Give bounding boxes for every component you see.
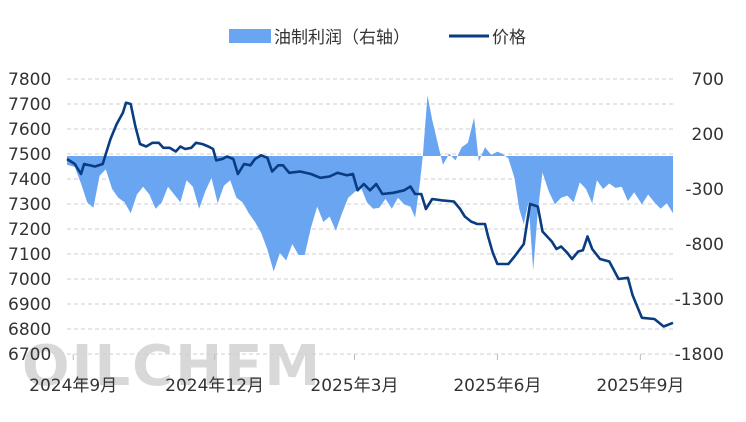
right-y-axis: 700 200 -300 -800 -1300 -1800 xyxy=(675,70,724,365)
left-y-tick-label: 6800 xyxy=(8,320,51,340)
x-tick-label: 2024年12月 xyxy=(165,376,264,396)
legend-label-profit: 油制利润（右轴） xyxy=(274,28,410,48)
right-y-tick-label: 700 xyxy=(692,70,724,90)
left-y-tick-label: 7700 xyxy=(8,95,51,115)
left-y-tick-label: 7400 xyxy=(8,170,51,190)
profit-area-layer xyxy=(67,95,673,272)
right-y-tick-label: -300 xyxy=(685,180,724,200)
left-y-tick-label: 6900 xyxy=(8,295,51,315)
profit-area-series xyxy=(67,95,673,272)
right-y-tick-label: -1300 xyxy=(675,290,724,310)
right-y-tick-label: -800 xyxy=(685,235,724,255)
legend-label-price: 价格 xyxy=(492,28,526,48)
left-y-tick-label: 7000 xyxy=(8,270,51,290)
price-line-layer xyxy=(66,101,674,328)
watermark: OILCHEM xyxy=(22,334,322,399)
x-tick-label: 2024年9月 xyxy=(29,376,117,396)
legend: 油制利润（右轴） 价格 xyxy=(229,28,526,48)
right-y-tick-label: 200 xyxy=(692,125,724,145)
right-y-tick-label: -1800 xyxy=(675,345,724,365)
x-tick-label: 2025年6月 xyxy=(453,376,541,396)
price-line-series xyxy=(66,101,674,328)
x-tick-label: 2025年3月 xyxy=(310,376,398,396)
left-y-tick-label: 6700 xyxy=(8,345,51,365)
left-y-axis: 7800 7700 7600 7500 7400 7300 7200 7100 7000 6900… xyxy=(8,70,51,365)
left-y-tick-label: 7100 xyxy=(8,245,51,265)
left-y-tick-label: 7300 xyxy=(8,195,51,215)
x-tick-label: 2025年9月 xyxy=(596,376,684,396)
left-y-tick-label: 7800 xyxy=(8,70,51,90)
left-y-tick-label: 7600 xyxy=(8,120,51,140)
x-axis: 2024年9月 2024年12月 2025年3月 2025年6月 2025年9月 xyxy=(29,376,684,396)
legend-swatch-profit xyxy=(229,29,271,43)
left-y-tick-label: 7200 xyxy=(8,220,51,240)
gridlines xyxy=(67,78,673,360)
left-y-tick-label: 7500 xyxy=(8,145,51,165)
